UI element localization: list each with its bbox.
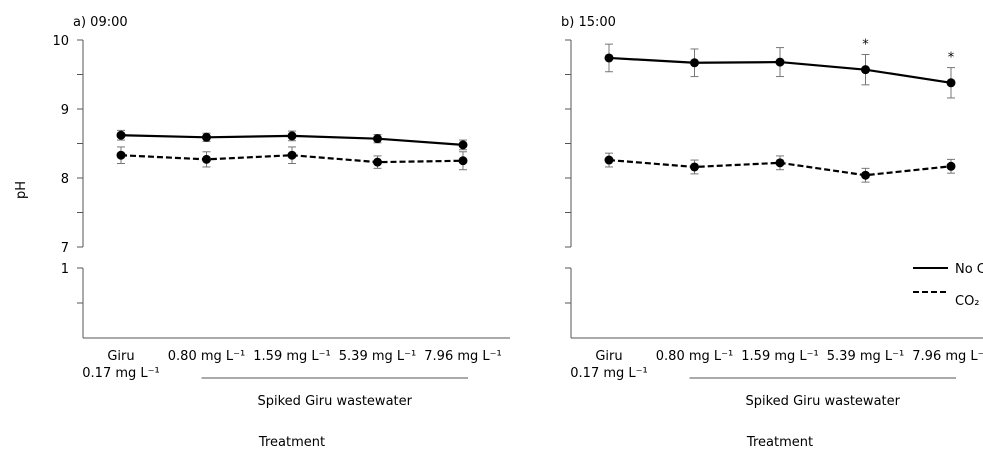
y-tick-label: 7 <box>61 241 69 256</box>
x-tick-label: 7.96 mg L⁻¹ <box>424 349 501 364</box>
data-point <box>287 131 297 141</box>
y-tick-label: 1 <box>61 262 69 277</box>
data-point <box>116 150 126 160</box>
y-tick-label: 10 <box>52 34 69 49</box>
data-point <box>861 65 870 75</box>
data-point <box>604 53 614 63</box>
data-point <box>775 158 785 168</box>
data-point <box>861 170 870 180</box>
x-tick-label: 1.59 mg L⁻¹ <box>253 349 330 364</box>
legend-label: CO₂ <box>955 294 980 309</box>
data-point <box>373 157 382 167</box>
panel-title: a) 09:00 <box>73 15 128 30</box>
data-point <box>202 154 211 164</box>
x-tick-label: 7.96 mg L⁻¹ <box>912 349 983 364</box>
x-tick-label: 5.39 mg L⁻¹ <box>827 349 904 364</box>
x-tick-label: Giru 0.17 mg L⁻¹ <box>570 349 647 381</box>
x-tick-label: 0.80 mg L⁻¹ <box>168 349 245 364</box>
data-point <box>373 134 382 144</box>
significance-mark: * <box>862 37 869 52</box>
data-point <box>604 155 614 165</box>
y-tick-label: 9 <box>61 103 69 118</box>
legend-label: No CO₂ <box>955 262 983 277</box>
x-tick-label: 1.59 mg L⁻¹ <box>741 349 818 364</box>
data-point <box>690 162 699 172</box>
significance-mark: * <box>948 51 955 66</box>
x-axis-label: Treatment <box>258 435 325 450</box>
data-point <box>458 156 468 166</box>
data-point <box>116 130 126 140</box>
panel-title: b) 15:00 <box>561 15 616 30</box>
y-axis-label: pH <box>14 181 29 199</box>
x-tick-label: 5.39 mg L⁻¹ <box>339 349 416 364</box>
group-label: Spiked Giru wastewater <box>746 394 901 409</box>
data-point <box>458 140 468 150</box>
data-point <box>287 150 297 160</box>
x-tick-label: Giru 0.17 mg L⁻¹ <box>82 349 159 381</box>
y-tick-label: 8 <box>61 172 69 187</box>
data-point <box>946 78 956 88</box>
data-point <box>202 132 211 142</box>
data-point <box>946 161 956 171</box>
x-tick-label: 0.80 mg L⁻¹ <box>656 349 733 364</box>
data-point <box>690 58 699 68</box>
data-point <box>775 57 785 67</box>
x-axis-label: Treatment <box>746 435 813 450</box>
group-label: Spiked Giru wastewater <box>258 394 413 409</box>
